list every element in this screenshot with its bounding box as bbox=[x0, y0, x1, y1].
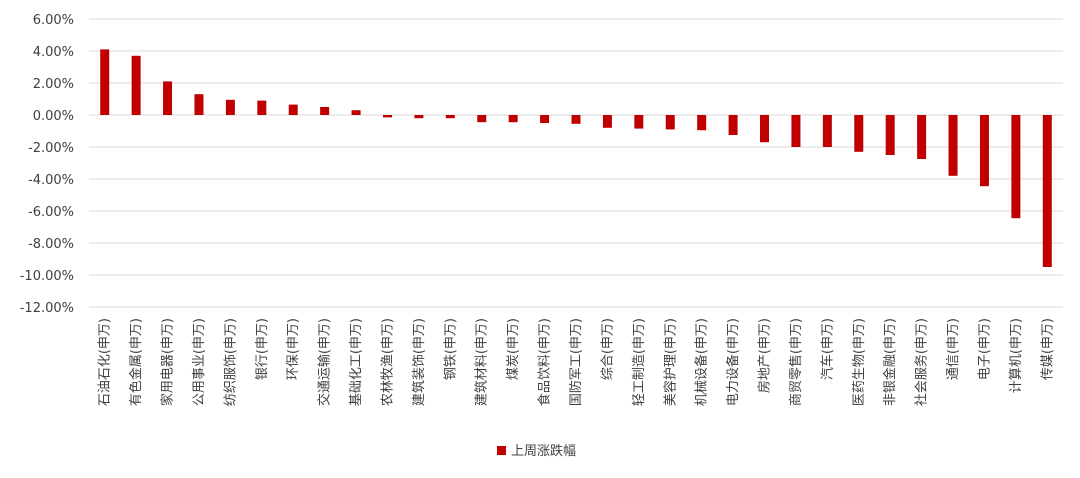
x-tick-label: 传媒(申万) bbox=[1040, 318, 1055, 380]
x-tick-label: 轻工制造(申万) bbox=[632, 318, 647, 406]
y-tick-label: -8.00% bbox=[28, 237, 74, 252]
x-tick-label: 通信(申万) bbox=[946, 318, 961, 380]
bar bbox=[728, 115, 738, 135]
bar bbox=[508, 115, 518, 123]
bar bbox=[571, 115, 581, 124]
bar bbox=[131, 55, 141, 115]
x-tick-label: 农林牧渔(申万) bbox=[380, 318, 395, 406]
y-tick-label: -12.00% bbox=[20, 301, 74, 316]
bar bbox=[854, 115, 864, 152]
x-tick-label: 医药生物(申万) bbox=[852, 318, 867, 406]
bar bbox=[791, 115, 801, 147]
legend: 上周涨跌幅 bbox=[497, 443, 576, 459]
x-tick-label: 汽车(申万) bbox=[819, 318, 835, 380]
bar bbox=[320, 107, 330, 115]
bar bbox=[948, 115, 958, 176]
x-tick-label: 电子(申万) bbox=[977, 318, 992, 380]
x-tick-label: 综合(申万) bbox=[600, 318, 615, 380]
bar bbox=[822, 115, 832, 147]
y-tick-label: -10.00% bbox=[20, 269, 74, 284]
bar bbox=[257, 100, 267, 115]
x-tick-label: 房地产(申万) bbox=[757, 318, 773, 393]
y-tick-label: -2.00% bbox=[28, 141, 74, 156]
bar bbox=[540, 115, 550, 123]
x-tick-label: 建筑装饰(申万) bbox=[411, 318, 427, 406]
x-tick-label: 石油石化(申万) bbox=[98, 318, 113, 406]
x-tick-label: 家用电器(申万) bbox=[160, 318, 176, 406]
bar bbox=[979, 115, 989, 187]
bar bbox=[445, 115, 455, 119]
x-tick-label: 环保(申万) bbox=[286, 318, 301, 380]
x-tick-label: 纺织服饰(申万) bbox=[223, 318, 238, 406]
x-tick-label: 食品饮料(申万) bbox=[537, 318, 553, 406]
bar bbox=[634, 115, 644, 129]
x-tick-label: 银行(申万) bbox=[255, 318, 270, 380]
bar bbox=[1011, 115, 1021, 219]
bar bbox=[697, 115, 707, 131]
y-tick-label: 2.00% bbox=[33, 77, 74, 92]
legend-label: 上周涨跌幅 bbox=[511, 443, 576, 459]
y-tick-label: -6.00% bbox=[28, 205, 74, 220]
bars bbox=[100, 49, 1052, 267]
y-axis-ticks: 6.00% 4.00% 2.00% 0.00% -2.00% -4.00% -6.00% -8… bbox=[20, 13, 74, 316]
x-tick-label: 有色金属(申万) bbox=[128, 318, 144, 406]
x-tick-label: 建筑材料(申万) bbox=[474, 318, 490, 406]
legend-swatch bbox=[497, 446, 506, 455]
x-tick-label: 非银金融(申万) bbox=[882, 318, 898, 406]
x-tick-label: 公用事业(申万) bbox=[192, 318, 207, 406]
x-tick-label: 基础化工(申万) bbox=[349, 318, 364, 406]
bar bbox=[917, 115, 927, 159]
x-tick-label: 计算机(申万) bbox=[1009, 318, 1024, 393]
x-tick-label: 电力设备(申万) bbox=[725, 318, 741, 406]
x-tick-label: 机械设备(申万) bbox=[694, 318, 710, 406]
y-tick-label: 6.00% bbox=[33, 13, 74, 28]
x-tick-label: 煤炭(申万) bbox=[506, 318, 521, 380]
bar bbox=[1042, 115, 1052, 267]
y-tick-label: 4.00% bbox=[33, 45, 74, 60]
bar bbox=[665, 115, 675, 130]
y-tick-label: -4.00% bbox=[28, 173, 74, 188]
bar bbox=[194, 94, 204, 115]
bar bbox=[100, 49, 110, 115]
bar bbox=[760, 115, 770, 143]
x-tick-label: 商贸零售(申万) bbox=[788, 318, 804, 406]
x-tick-label: 钢铁(申万) bbox=[443, 318, 458, 380]
bar bbox=[602, 115, 612, 128]
x-tick-label: 国防军工(申万) bbox=[568, 318, 584, 406]
x-tick-label: 交通运输(申万) bbox=[317, 318, 333, 406]
bar bbox=[351, 110, 361, 115]
bar bbox=[288, 104, 298, 115]
y-tick-label: 0.00% bbox=[33, 109, 74, 124]
x-tick-label: 美容护理(申万) bbox=[662, 318, 678, 406]
bar bbox=[477, 115, 487, 123]
bar bbox=[225, 99, 235, 115]
bar bbox=[885, 115, 895, 155]
bar bbox=[163, 81, 173, 115]
x-tick-label: 社会服务(申万) bbox=[914, 318, 930, 406]
bar bbox=[382, 115, 392, 118]
gridlines bbox=[89, 18, 1063, 308]
bar bbox=[414, 115, 424, 119]
x-axis-ticks: 石油石化(申万) 有色金属(申万) 家用电器(申万) 公用事业(申万) 纺织服饰(申万)… bbox=[98, 318, 1056, 406]
